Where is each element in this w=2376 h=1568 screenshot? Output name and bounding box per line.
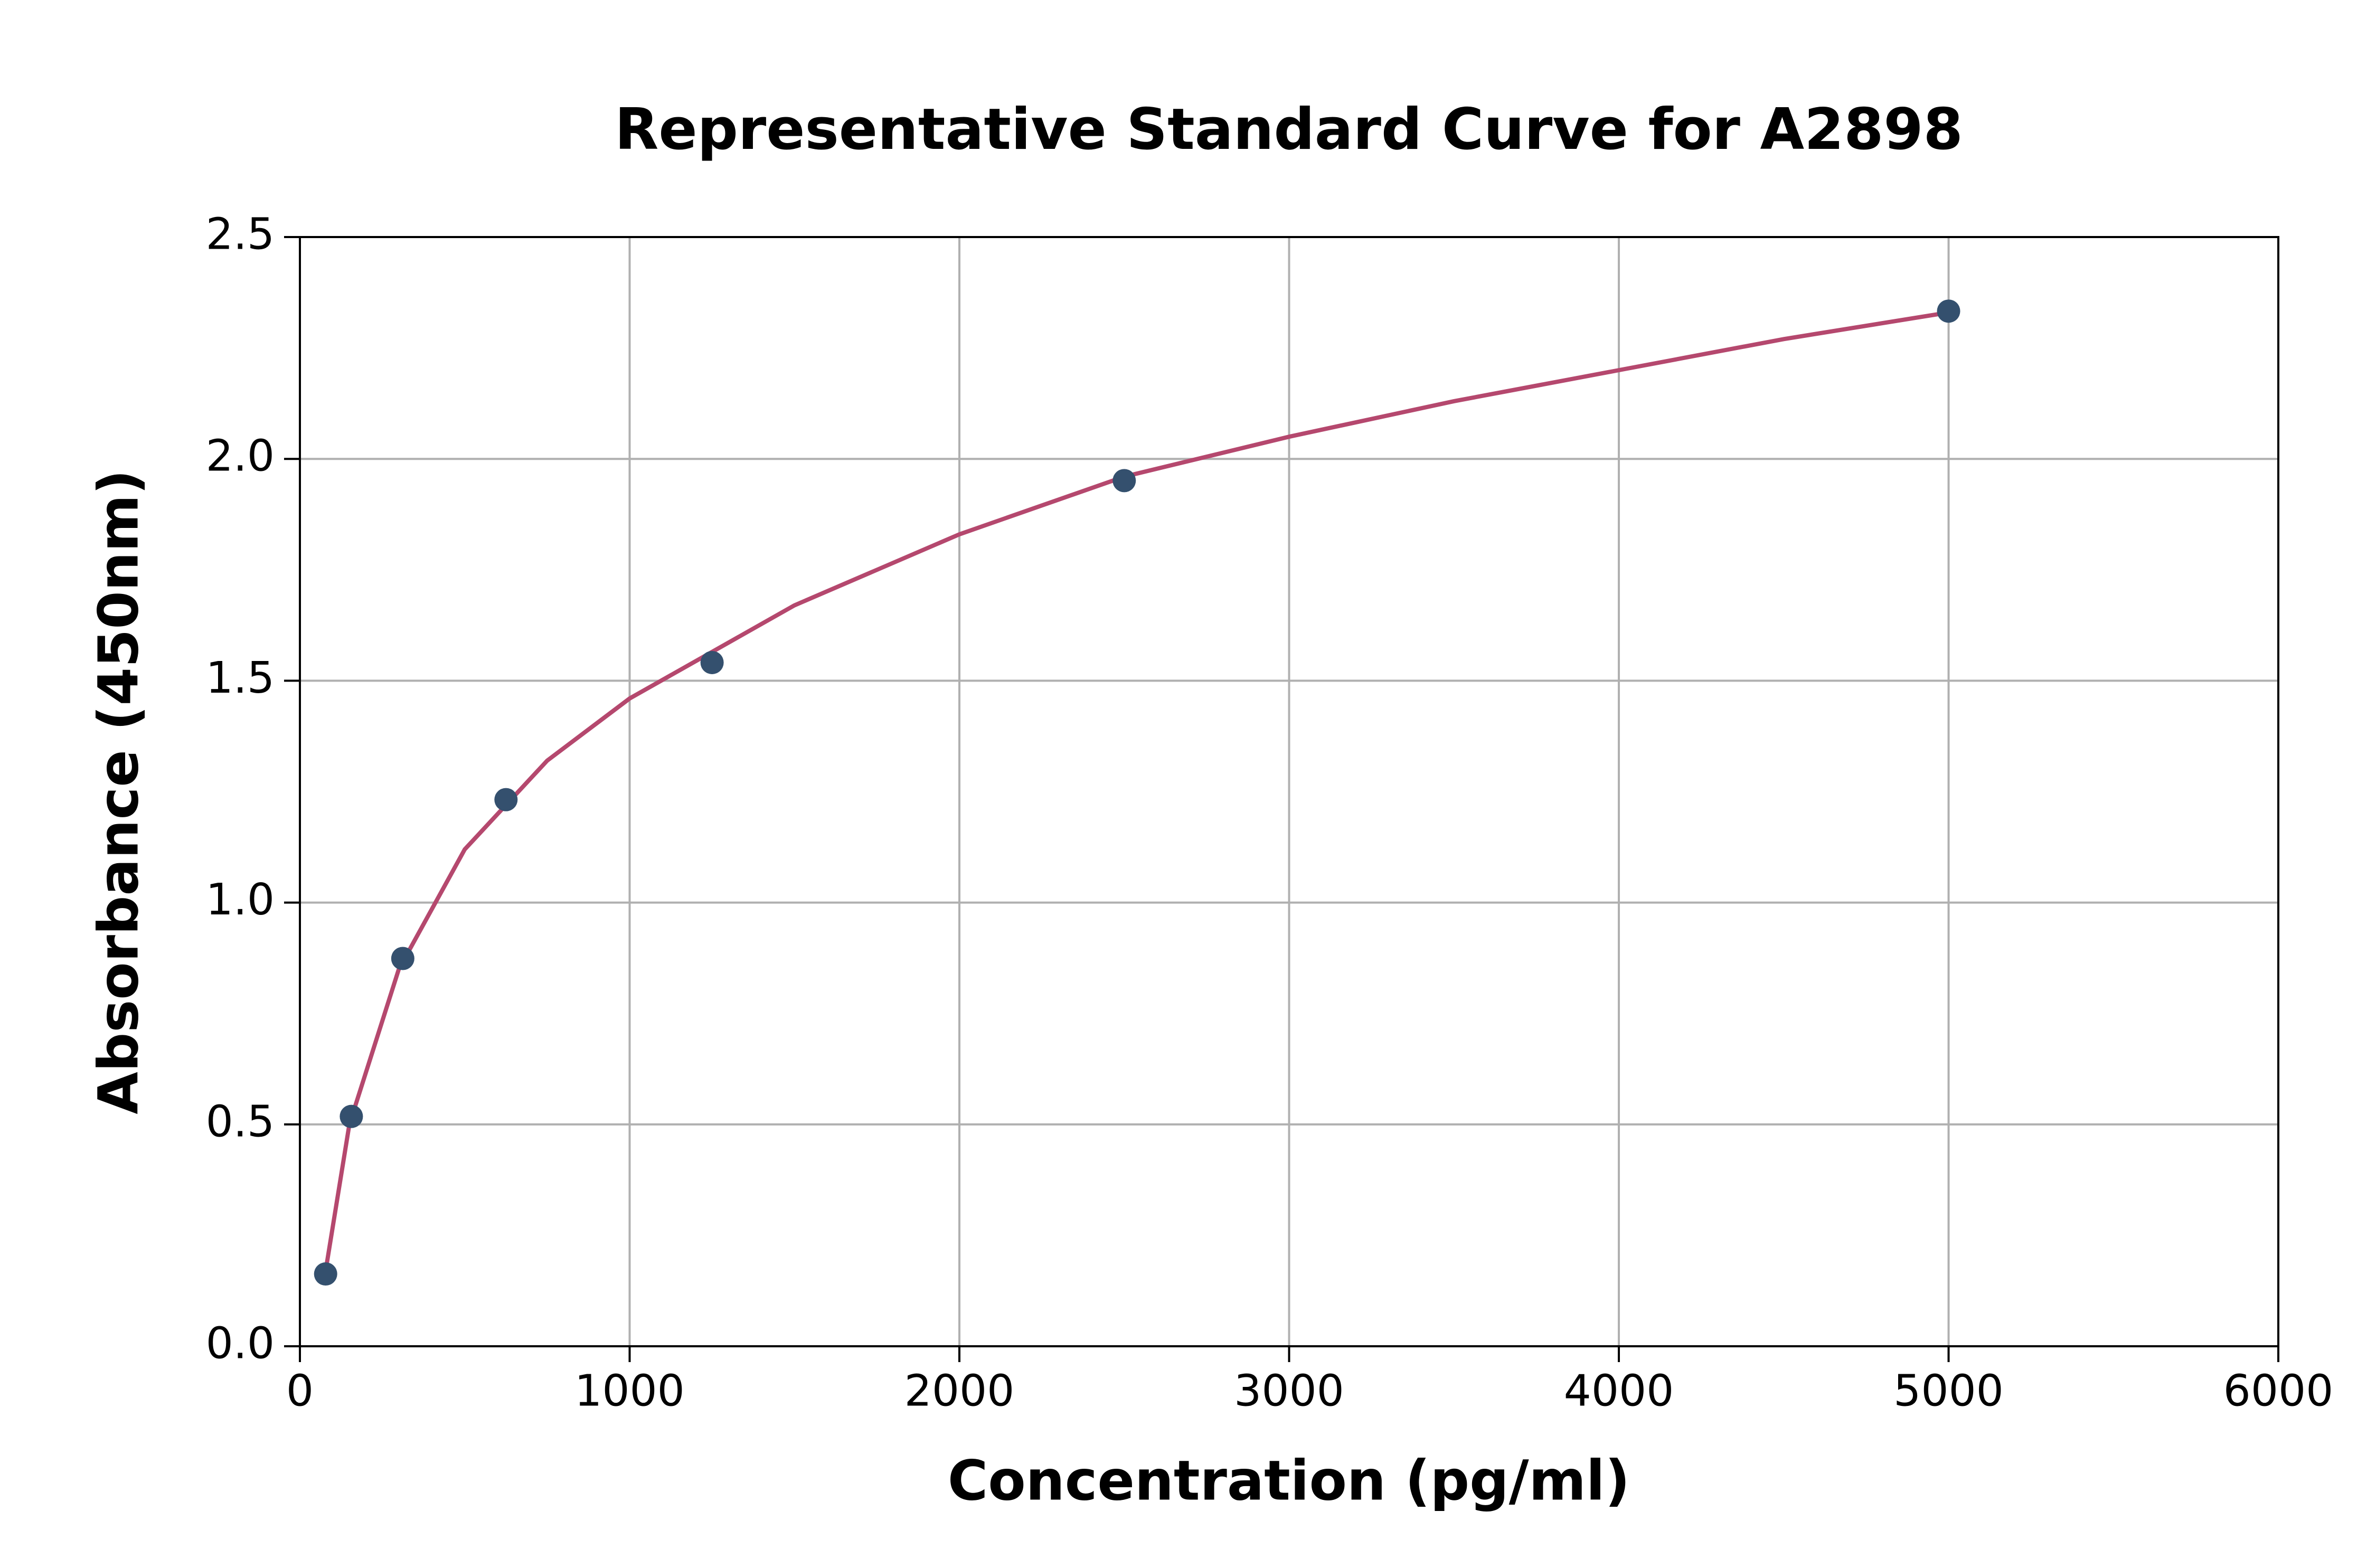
data-point <box>314 1262 337 1286</box>
fit-curve <box>323 310 1949 1271</box>
x-tick-label: 2000 <box>904 1366 1015 1416</box>
y-tick-label: 0.5 <box>206 1097 275 1147</box>
x-axis-label: Concentration (pg/ml) <box>948 1448 1630 1513</box>
data-point <box>494 788 518 811</box>
data-point <box>700 650 724 674</box>
data-point <box>391 947 414 970</box>
chart-title: Representative Standard Curve for A2898 <box>615 97 1963 163</box>
plot-frame <box>299 236 2279 1347</box>
y-tick-label: 0.0 <box>206 1318 275 1368</box>
data-point <box>1112 469 1136 493</box>
x-tick-label: 1000 <box>574 1366 685 1416</box>
x-tick-label: 6000 <box>2223 1366 2334 1416</box>
y-tick-label: 1.5 <box>206 653 275 703</box>
x-tick-label: 5000 <box>1893 1366 2004 1416</box>
x-tick-label: 4000 <box>1564 1366 1674 1416</box>
x-tick-label: 3000 <box>1234 1366 1344 1416</box>
data-point <box>340 1104 363 1128</box>
x-tick-label: 0 <box>286 1366 314 1416</box>
y-tick-label: 1.0 <box>206 875 275 925</box>
data-point <box>1937 299 1960 323</box>
y-tick-label: 2.5 <box>206 209 275 259</box>
y-tick-label: 2.0 <box>206 431 275 481</box>
y-axis-label: Absorbance (450nm) <box>86 469 150 1114</box>
